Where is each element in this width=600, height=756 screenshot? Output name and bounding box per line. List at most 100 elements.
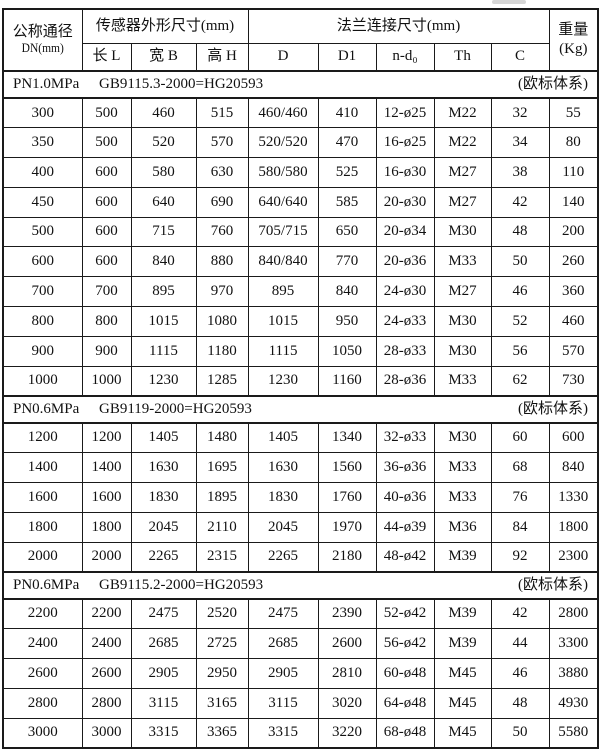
table-cell: 1560 (317, 452, 377, 484)
table-cell: M27 (433, 186, 492, 218)
table-cell: 1200 (81, 422, 132, 454)
table-row: 2800 2800 3115 3165 3115 3020 64-ø48 M45 48 4930 (2, 687, 599, 719)
table-cell: 1630 (130, 452, 197, 484)
table-cell: 1800 (81, 511, 132, 543)
table-cell: 1180 (195, 335, 249, 367)
table-row: 500 600 715 760 705/715 650 20-ø34 M30 48 200 (2, 216, 599, 248)
table-cell: 360 (548, 276, 599, 308)
table-cell: M33 (433, 246, 492, 278)
table-cell: 48 (490, 687, 550, 719)
table-cell: 600 (81, 186, 132, 218)
table-cell: 2475 (247, 598, 319, 630)
table-cell: 36-ø36 (375, 452, 435, 484)
table-cell: M30 (433, 422, 492, 454)
table-cell: 1800 (548, 511, 599, 543)
table-cell: 1830 (130, 482, 197, 513)
table-cell: 500 (81, 127, 132, 159)
header-flange-dimensions-group: 法兰连接尺寸(mm) (247, 8, 550, 44)
table-cell: 1480 (195, 422, 249, 454)
table-cell: 460 (130, 97, 197, 129)
table-cell: 260 (548, 246, 599, 278)
table-cell: 2600 (317, 628, 377, 660)
table-cell: 200 (548, 216, 599, 248)
table-cell: 1400 (81, 452, 132, 484)
section-standard-code: GB9119-2000=HG20593 (99, 400, 252, 417)
table-cell: 600 (2, 246, 83, 278)
header-nominal-diameter-label: 公称通径 (12, 24, 73, 41)
table-cell: 52-ø42 (375, 598, 435, 630)
header-weight-label: 重量 (558, 22, 589, 39)
table-cell: 1695 (195, 452, 249, 484)
table-cell: 44-ø39 (375, 511, 435, 543)
table-cell: 800 (81, 306, 132, 337)
section-standard-code: GB9115.2-2000=HG20593 (99, 576, 264, 593)
table-cell: M33 (433, 452, 492, 484)
section-header-cell: PN1.0MPa GB9115.3-2000=HG20593 (欧标体系) (2, 70, 599, 99)
table-row: 900 900 1115 1180 1115 1050 28-ø33 M30 56 570 (2, 335, 599, 367)
table-cell: M22 (433, 127, 492, 159)
table-cell: 140 (548, 186, 599, 218)
table-cell: 20-ø36 (375, 246, 435, 278)
table-cell: 1000 (81, 365, 132, 397)
table-cell: 2905 (130, 658, 197, 689)
table-cell: 2600 (81, 658, 132, 689)
table-cell: 770 (317, 246, 377, 278)
table-cell: 2600 (2, 658, 83, 689)
table-cell: 20-ø30 (375, 186, 435, 218)
section-row: PN0.6MPa GB9119-2000=HG20593 (欧标体系) (2, 394, 599, 424)
table-row: 2200 2200 2475 2520 2475 2390 52-ø42 M39 42 2800 (2, 598, 599, 630)
column-header: n-d₀ (375, 42, 435, 72)
table-cell: 2800 (2, 687, 83, 719)
table-cell: 470 (317, 127, 377, 159)
table-cell: M45 (433, 717, 492, 749)
table-cell: 1285 (195, 365, 249, 397)
table-cell: 840 (130, 246, 197, 278)
table-row: 800 800 1015 1080 1015 950 24-ø33 M30 52 460 (2, 306, 599, 337)
table-cell: 2300 (548, 541, 599, 573)
table-cell: 640 (130, 186, 197, 218)
table-cell: 450 (2, 186, 83, 218)
table-cell: 34 (490, 127, 550, 159)
section-standard-code: GB9115.3-2000=HG20593 (99, 75, 264, 92)
table-cell: 1630 (247, 452, 319, 484)
table-cell: 460 (548, 306, 599, 337)
table-cell: 76 (490, 482, 550, 513)
table-cell: 3365 (195, 717, 249, 749)
table-cell: 2200 (81, 598, 132, 630)
table-cell: 2950 (195, 658, 249, 689)
section-pressure-rating: PN0.6MPa (13, 400, 80, 417)
table-cell: 880 (195, 246, 249, 278)
table-cell: 630 (195, 157, 249, 188)
table-cell: 600 (81, 216, 132, 248)
table-cell: 2045 (247, 511, 319, 543)
table-cell: 28-ø33 (375, 335, 435, 367)
section-pressure-rating: PN0.6MPa (13, 576, 80, 593)
table-cell: 24-ø33 (375, 306, 435, 337)
table-cell: 600 (81, 246, 132, 278)
table-cell: 3300 (548, 628, 599, 660)
table-cell: 2475 (130, 598, 197, 630)
table-cell: M22 (433, 97, 492, 129)
table-cell: 60-ø48 (375, 658, 435, 689)
table-cell: 760 (195, 216, 249, 248)
table-cell: M33 (433, 365, 492, 397)
table-row: 700 700 895 970 895 840 24-ø30 M27 46 360 (2, 276, 599, 308)
section-system-note: (欧标体系) (518, 75, 589, 92)
table-cell: 1600 (81, 482, 132, 513)
table-cell: 1830 (247, 482, 319, 513)
table-cell: 1200 (2, 422, 83, 454)
table-cell: 895 (130, 276, 197, 308)
table-row: 1000 1000 1230 1285 1230 1160 28-ø36 M33 62 730 (2, 365, 599, 397)
table-cell: 410 (317, 97, 377, 129)
table-row: 1800 1800 2045 2110 2045 1970 44-ø39 M36 84 1800 (2, 511, 599, 543)
table-cell: 2905 (247, 658, 319, 689)
table-cell: M39 (433, 598, 492, 630)
table-cell: 110 (548, 157, 599, 188)
table-row: 3000 3000 3315 3365 3315 3220 68-ø48 M45 50 5580 (2, 717, 599, 749)
table-cell: 400 (2, 157, 83, 188)
table-cell: 80 (548, 127, 599, 159)
table-cell: 1115 (247, 335, 319, 367)
table-cell: 56-ø42 (375, 628, 435, 660)
table-cell: 515 (195, 97, 249, 129)
